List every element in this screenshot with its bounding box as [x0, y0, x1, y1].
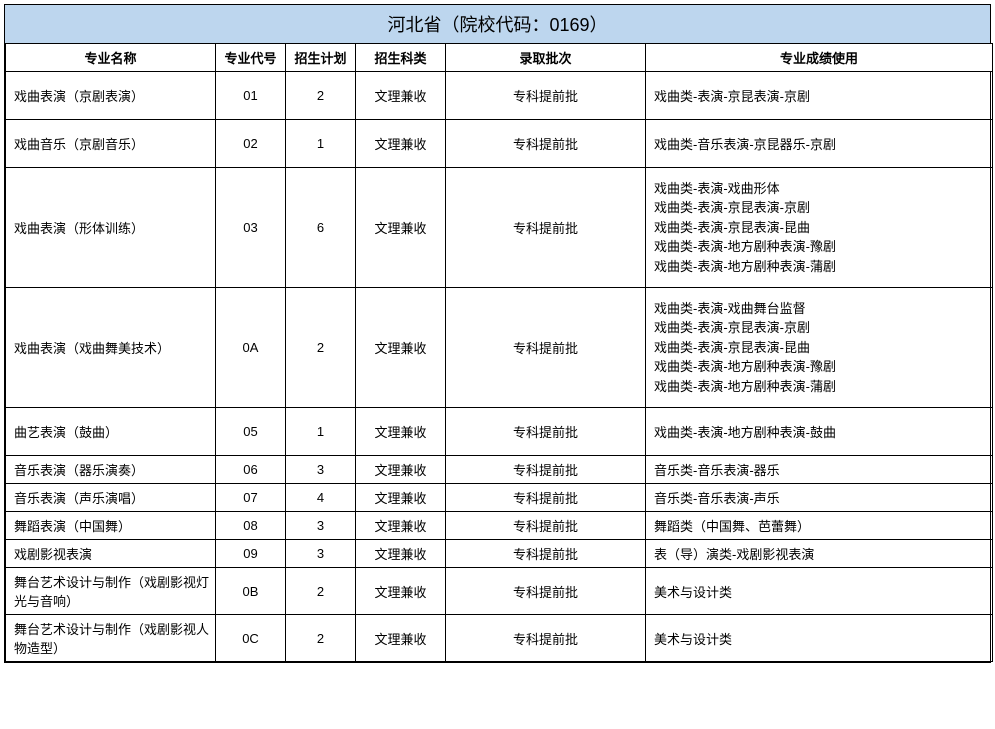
table-cell: 02 [216, 120, 286, 168]
column-header: 招生计划 [286, 44, 356, 72]
table-cell: 舞蹈表演（中国舞） [6, 512, 216, 540]
table-cell: 2 [286, 72, 356, 120]
table-cell: 文理兼收 [356, 540, 446, 568]
table-cell: 专科提前批 [446, 568, 646, 615]
table-cell: 文理兼收 [356, 456, 446, 484]
table-cell: 07 [216, 484, 286, 512]
table-cell: 舞台艺术设计与制作（戏剧影视人物造型） [6, 615, 216, 662]
table-cell: 05 [216, 408, 286, 456]
table-cell: 音乐表演（器乐演奏） [6, 456, 216, 484]
table-cell: 2 [286, 288, 356, 408]
table-cell: 0A [216, 288, 286, 408]
table-row: 舞台艺术设计与制作（戏剧影视灯光与音响）0B2文理兼收专科提前批美术与设计类 [6, 568, 993, 615]
table-cell: 0C [216, 615, 286, 662]
table-cell: 文理兼收 [356, 512, 446, 540]
table-row: 音乐表演（器乐演奏）063文理兼收专科提前批音乐类-音乐表演-器乐 [6, 456, 993, 484]
table-cell: 0B [216, 568, 286, 615]
table-header-row: 专业名称专业代号招生计划招生科类录取批次专业成绩使用 [6, 44, 993, 72]
table-cell: 专科提前批 [446, 408, 646, 456]
table-cell: 专科提前批 [446, 72, 646, 120]
table-cell: 戏曲类-表演-地方剧种表演-鼓曲 [646, 408, 993, 456]
table-row: 舞蹈表演（中国舞）083文理兼收专科提前批舞蹈类（中国舞、芭蕾舞） [6, 512, 993, 540]
table-cell: 舞台艺术设计与制作（戏剧影视灯光与音响） [6, 568, 216, 615]
table-cell: 美术与设计类 [646, 615, 993, 662]
table-row: 戏曲音乐（京剧音乐）021文理兼收专科提前批戏曲类-音乐表演-京昆器乐-京剧 [6, 120, 993, 168]
table-cell: 戏曲表演（戏曲舞美技术） [6, 288, 216, 408]
table-cell: 戏剧影视表演 [6, 540, 216, 568]
table-cell: 专科提前批 [446, 540, 646, 568]
table-cell: 文理兼收 [356, 72, 446, 120]
table-cell: 文理兼收 [356, 288, 446, 408]
table-cell: 戏曲类-表演-戏曲形体 戏曲类-表演-京昆表演-京剧 戏曲类-表演-京昆表演-昆… [646, 168, 993, 288]
table-cell: 戏曲类-表演-戏曲舞台监督 戏曲类-表演-京昆表演-京剧 戏曲类-表演-京昆表演… [646, 288, 993, 408]
table-row: 戏曲表演（京剧表演）012文理兼收专科提前批戏曲类-表演-京昆表演-京剧 [6, 72, 993, 120]
table-cell: 戏曲表演（京剧表演） [6, 72, 216, 120]
table-cell: 文理兼收 [356, 568, 446, 615]
admissions-table-container: 河北省（院校代码：0169） 专业名称专业代号招生计划招生科类录取批次专业成绩使… [4, 4, 991, 663]
table-cell: 专科提前批 [446, 615, 646, 662]
table-cell: 表（导）演类-戏剧影视表演 [646, 540, 993, 568]
table-cell: 戏曲音乐（京剧音乐） [6, 120, 216, 168]
table-cell: 专科提前批 [446, 512, 646, 540]
table-cell: 专科提前批 [446, 168, 646, 288]
table-cell: 音乐类-音乐表演-声乐 [646, 484, 993, 512]
table-cell: 3 [286, 456, 356, 484]
table-cell: 文理兼收 [356, 484, 446, 512]
table-body: 戏曲表演（京剧表演）012文理兼收专科提前批戏曲类-表演-京昆表演-京剧戏曲音乐… [6, 72, 993, 662]
table-cell: 6 [286, 168, 356, 288]
table-cell: 2 [286, 568, 356, 615]
table-row: 戏曲表演（形体训练）036文理兼收专科提前批戏曲类-表演-戏曲形体 戏曲类-表演… [6, 168, 993, 288]
table-cell: 专科提前批 [446, 456, 646, 484]
table-cell: 专科提前批 [446, 484, 646, 512]
table-cell: 美术与设计类 [646, 568, 993, 615]
table-cell: 1 [286, 408, 356, 456]
table-title: 河北省（院校代码：0169） [5, 5, 990, 43]
table-cell: 2 [286, 615, 356, 662]
table-cell: 舞蹈类（中国舞、芭蕾舞） [646, 512, 993, 540]
table-cell: 文理兼收 [356, 168, 446, 288]
table-cell: 09 [216, 540, 286, 568]
table-cell: 文理兼收 [356, 615, 446, 662]
table-row: 音乐表演（声乐演唱）074文理兼收专科提前批音乐类-音乐表演-声乐 [6, 484, 993, 512]
table-cell: 3 [286, 512, 356, 540]
table-cell: 08 [216, 512, 286, 540]
table-row: 舞台艺术设计与制作（戏剧影视人物造型）0C2文理兼收专科提前批美术与设计类 [6, 615, 993, 662]
column-header: 录取批次 [446, 44, 646, 72]
admissions-table: 专业名称专业代号招生计划招生科类录取批次专业成绩使用 戏曲表演（京剧表演）012… [5, 43, 993, 662]
table-row: 戏曲表演（戏曲舞美技术）0A2文理兼收专科提前批戏曲类-表演-戏曲舞台监督 戏曲… [6, 288, 993, 408]
table-cell: 1 [286, 120, 356, 168]
table-cell: 曲艺表演（鼓曲） [6, 408, 216, 456]
table-cell: 文理兼收 [356, 408, 446, 456]
table-cell: 戏曲表演（形体训练） [6, 168, 216, 288]
table-cell: 01 [216, 72, 286, 120]
column-header: 招生科类 [356, 44, 446, 72]
table-cell: 戏曲类-音乐表演-京昆器乐-京剧 [646, 120, 993, 168]
table-cell: 专科提前批 [446, 120, 646, 168]
table-cell: 专科提前批 [446, 288, 646, 408]
table-cell: 戏曲类-表演-京昆表演-京剧 [646, 72, 993, 120]
table-row: 戏剧影视表演093文理兼收专科提前批表（导）演类-戏剧影视表演 [6, 540, 993, 568]
table-cell: 音乐类-音乐表演-器乐 [646, 456, 993, 484]
table-cell: 音乐表演（声乐演唱） [6, 484, 216, 512]
table-cell: 文理兼收 [356, 120, 446, 168]
table-row: 曲艺表演（鼓曲）051文理兼收专科提前批戏曲类-表演-地方剧种表演-鼓曲 [6, 408, 993, 456]
column-header: 专业名称 [6, 44, 216, 72]
column-header: 专业代号 [216, 44, 286, 72]
table-cell: 06 [216, 456, 286, 484]
table-cell: 4 [286, 484, 356, 512]
table-cell: 03 [216, 168, 286, 288]
table-cell: 3 [286, 540, 356, 568]
column-header: 专业成绩使用 [646, 44, 993, 72]
